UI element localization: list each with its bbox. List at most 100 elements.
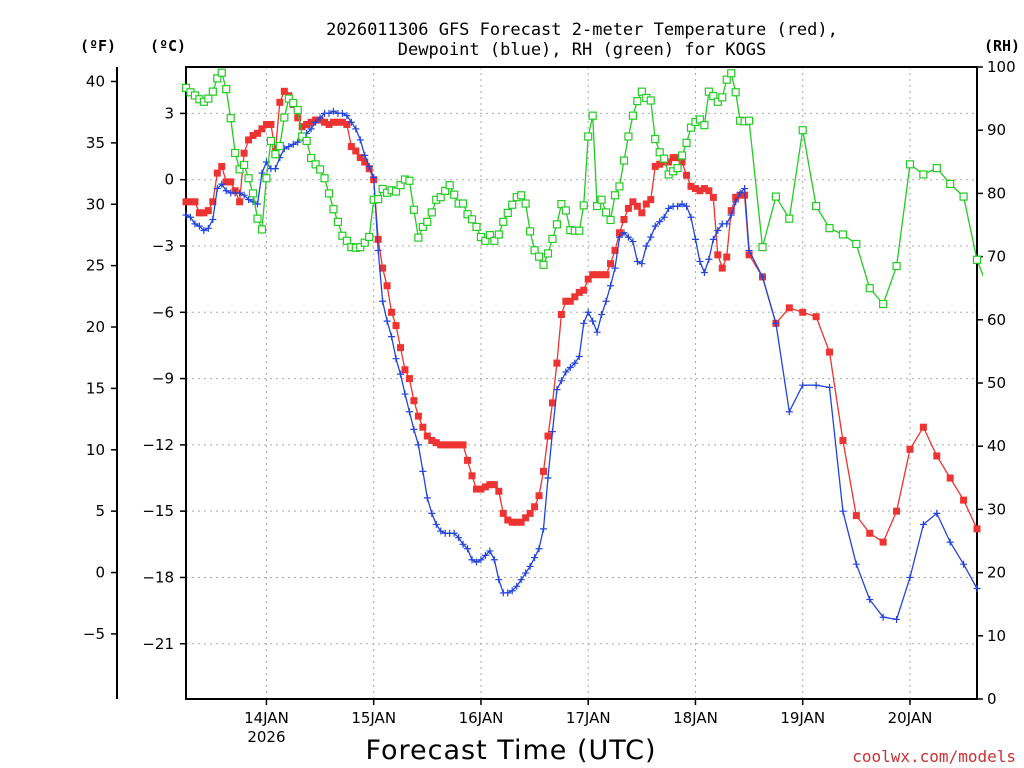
temperature-point xyxy=(629,198,637,206)
dewpoint-point xyxy=(522,569,530,577)
temperature-point xyxy=(352,147,360,155)
fahrenheit-tick-label: 5 xyxy=(95,502,105,520)
dewpoint-point xyxy=(745,246,753,254)
temperature-point xyxy=(262,120,270,128)
temperature-point xyxy=(656,160,664,168)
dewpoint-point xyxy=(531,554,539,562)
dewpoint-point xyxy=(352,125,360,133)
temperature-point xyxy=(325,120,333,128)
rh-point xyxy=(293,105,302,115)
temperature-point xyxy=(799,308,807,316)
rh-point xyxy=(275,141,284,151)
chart-title-line1: 2026011306 GFS Forecast 2-meter Temperat… xyxy=(326,20,838,40)
celsius-tick-label: 3 xyxy=(164,104,174,122)
temperature-point xyxy=(589,271,597,279)
dewpoint-point xyxy=(209,215,217,223)
x-tick-label: 14JAN xyxy=(244,709,289,727)
rh-point xyxy=(248,189,258,198)
rh-point xyxy=(673,164,682,173)
temperature-point xyxy=(343,120,351,128)
temperature-point xyxy=(566,297,574,305)
dewpoint-point xyxy=(548,428,556,436)
rh-point xyxy=(959,192,968,201)
temperature-point xyxy=(906,445,914,453)
temperature-point xyxy=(392,322,400,330)
temperature-point xyxy=(691,185,699,193)
dewpoint-point xyxy=(325,109,333,117)
temperature-point xyxy=(893,507,901,515)
temperature-point xyxy=(347,143,355,151)
rh-point xyxy=(543,249,553,258)
temperature-point xyxy=(249,132,257,140)
temperature-point xyxy=(593,271,601,279)
rh-point xyxy=(181,83,191,92)
rh-point xyxy=(329,205,338,214)
dewpoint-point xyxy=(464,545,472,553)
dewpoint-point xyxy=(432,520,440,528)
rh-point xyxy=(360,238,369,247)
rh-point xyxy=(517,191,526,200)
temperature-point xyxy=(307,118,315,126)
rh-point xyxy=(615,182,624,191)
temperature-point xyxy=(557,310,565,318)
temperature-point xyxy=(727,207,735,215)
rh-point xyxy=(217,68,226,77)
dewpoint-point xyxy=(607,282,615,290)
x-tick-label: 18JAN xyxy=(673,709,718,727)
dewpoint-point xyxy=(343,112,351,120)
temperature-point xyxy=(361,158,369,166)
temperature-point xyxy=(522,514,530,522)
temperature-point xyxy=(209,198,217,206)
temperature-point xyxy=(517,518,525,526)
dewpoint-point xyxy=(660,213,668,221)
celsius-tick-label: 0 xyxy=(164,171,174,189)
temperature-point xyxy=(633,202,641,210)
temperature-point xyxy=(624,204,632,212)
temperature-point xyxy=(620,215,628,223)
celsius-axis-unit: (ºC) xyxy=(150,37,186,55)
temperature-point xyxy=(866,529,874,537)
rh-point xyxy=(606,215,615,225)
series-layer xyxy=(181,68,983,623)
rh-point xyxy=(575,226,584,235)
rh-point xyxy=(324,189,334,198)
dewpoint-point xyxy=(624,233,632,241)
temperature-point xyxy=(642,200,650,208)
dewpoint-point xyxy=(638,260,646,268)
dewpoint-point xyxy=(665,204,673,212)
temperature-point xyxy=(696,187,704,195)
rh-point xyxy=(682,138,691,147)
dewpoint-point xyxy=(691,235,699,243)
rh-point xyxy=(226,114,235,123)
dewpoint-point xyxy=(258,169,266,177)
dewpoint-point xyxy=(316,114,324,122)
dewpoint-point xyxy=(419,467,427,475)
temperature-point xyxy=(718,264,726,272)
rh-tick-label: 10 xyxy=(987,627,1006,645)
rh-point xyxy=(686,123,696,132)
rh-point xyxy=(405,176,414,185)
rh-point xyxy=(597,195,606,204)
temperature-point xyxy=(298,123,306,131)
temperature-point xyxy=(709,193,717,201)
temperature-point xyxy=(446,441,454,449)
dewpoint-point xyxy=(472,558,480,566)
temperature-point xyxy=(562,297,570,305)
dewpoint-point xyxy=(647,233,655,241)
dewpoint-point xyxy=(450,529,458,537)
dewpoint-point xyxy=(714,227,722,235)
fahrenheit-axis-unit: (ºF) xyxy=(80,37,116,55)
rh-point xyxy=(588,111,597,120)
dewpoint-point xyxy=(589,317,597,325)
dewpoint-point xyxy=(379,297,387,305)
dewpoint-point xyxy=(285,143,293,151)
rh-point xyxy=(771,192,780,201)
temperature-point xyxy=(236,198,244,206)
dewpoint-point xyxy=(562,368,570,376)
rh-point xyxy=(548,234,557,244)
rh-tick-label: 30 xyxy=(987,500,1006,518)
dewpoint-point xyxy=(182,211,190,219)
rh-point xyxy=(628,111,637,120)
rh-point xyxy=(713,97,722,106)
temperature-point xyxy=(222,178,230,186)
